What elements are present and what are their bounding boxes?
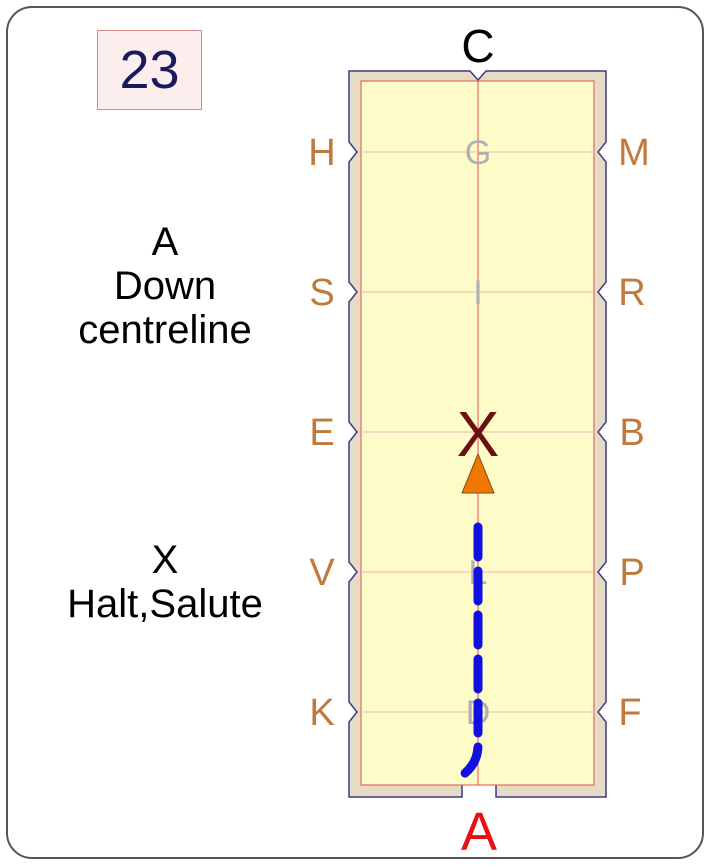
instruction-2-line-1: Halt,Salute [67, 582, 263, 626]
instruction-1-marker: A [151, 220, 179, 264]
marker-e: E [309, 412, 334, 454]
ridden-path [455, 522, 483, 782]
instruction-1-line-1: Down [113, 264, 217, 308]
test-number: 23 [119, 40, 180, 100]
marker-c: C [461, 20, 494, 72]
instruction-2: X Halt,Salute [20, 538, 310, 626]
marker-s: S [309, 272, 334, 314]
instruction-2-marker: X [151, 538, 179, 582]
instruction-1: A Down centreline [20, 220, 310, 352]
marker-k: K [309, 692, 334, 734]
marker-p: P [619, 552, 644, 594]
marker-m: M [618, 132, 650, 174]
test-number-badge: 23 [97, 30, 202, 110]
marker-f: F [618, 692, 641, 734]
centreline-i: I [473, 274, 482, 312]
marker-v: V [309, 552, 335, 594]
centreline-g: G [465, 134, 491, 172]
marker-h: H [308, 132, 335, 174]
marker-r: R [618, 272, 645, 314]
direction-arrow-icon [461, 452, 495, 494]
marker-a: A [461, 802, 497, 862]
marker-b: B [619, 412, 644, 454]
instruction-1-line-2: centreline [78, 308, 252, 352]
